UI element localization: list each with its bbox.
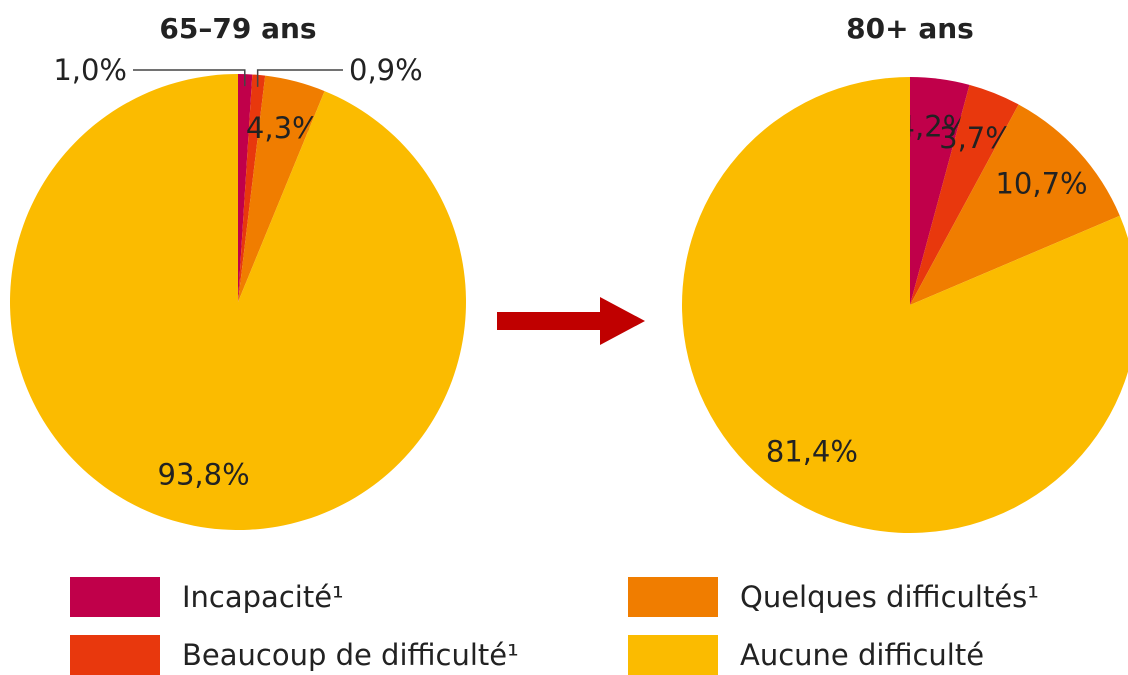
value-label: 0,9%	[349, 53, 423, 87]
value-label: 81,4%	[766, 434, 858, 468]
legend-label: Aucune difficulté	[740, 638, 984, 672]
value-label: 10,7%	[995, 166, 1087, 200]
pie-slice	[238, 74, 253, 302]
leader-line	[256, 69, 343, 87]
pie-slice	[238, 75, 325, 302]
legend-label: Incapacité¹	[182, 580, 344, 614]
chart-title: 80+ ans	[846, 12, 974, 45]
pie-slice	[238, 74, 266, 302]
legend-swatch	[628, 577, 718, 617]
legend-swatch	[70, 577, 160, 617]
legend-swatch	[628, 635, 718, 675]
legend-swatch	[70, 635, 160, 675]
chart-title: 65–79 ans	[159, 12, 316, 45]
leader-line	[133, 69, 246, 87]
legend-label: Quelques difficultés¹	[740, 580, 1039, 614]
value-label: 93,8%	[158, 457, 250, 491]
pie-slice	[910, 84, 1019, 305]
pie-slice	[9, 74, 466, 530]
pie-slice	[682, 77, 1128, 533]
pie-slice	[910, 77, 970, 305]
arrow	[497, 297, 645, 345]
pie-slice	[910, 104, 1120, 305]
legend-label: Beaucoup de difficulté¹	[182, 638, 519, 672]
value-label: 1,0%	[53, 53, 127, 87]
